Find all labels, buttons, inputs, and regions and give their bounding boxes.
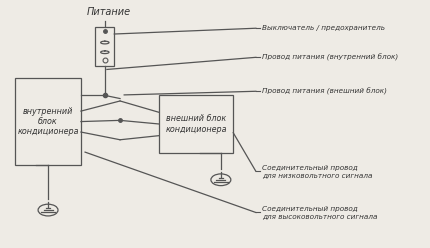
Bar: [95, 27, 114, 66]
Text: Провод питания (внутренний блок): Провод питания (внутренний блок): [262, 54, 398, 61]
Text: Соединительный провод
для высоковольтного сигнала: Соединительный провод для высоковольтног…: [262, 206, 378, 219]
Text: внешний блок
кондиционера: внешний блок кондиционера: [166, 114, 227, 134]
Text: Провод питания (внешний блок): Провод питания (внешний блок): [262, 88, 387, 95]
Text: Соединительный провод
для низковольтного сигнала: Соединительный провод для низковольтного…: [262, 165, 372, 178]
Text: Выключатель / предохранитель: Выключатель / предохранитель: [262, 25, 385, 31]
Bar: [15, 78, 81, 165]
Text: Питание: Питание: [87, 7, 131, 17]
Bar: [159, 95, 233, 153]
Text: внутренний
блок
кондиционера: внутренний блок кондиционера: [17, 107, 79, 136]
